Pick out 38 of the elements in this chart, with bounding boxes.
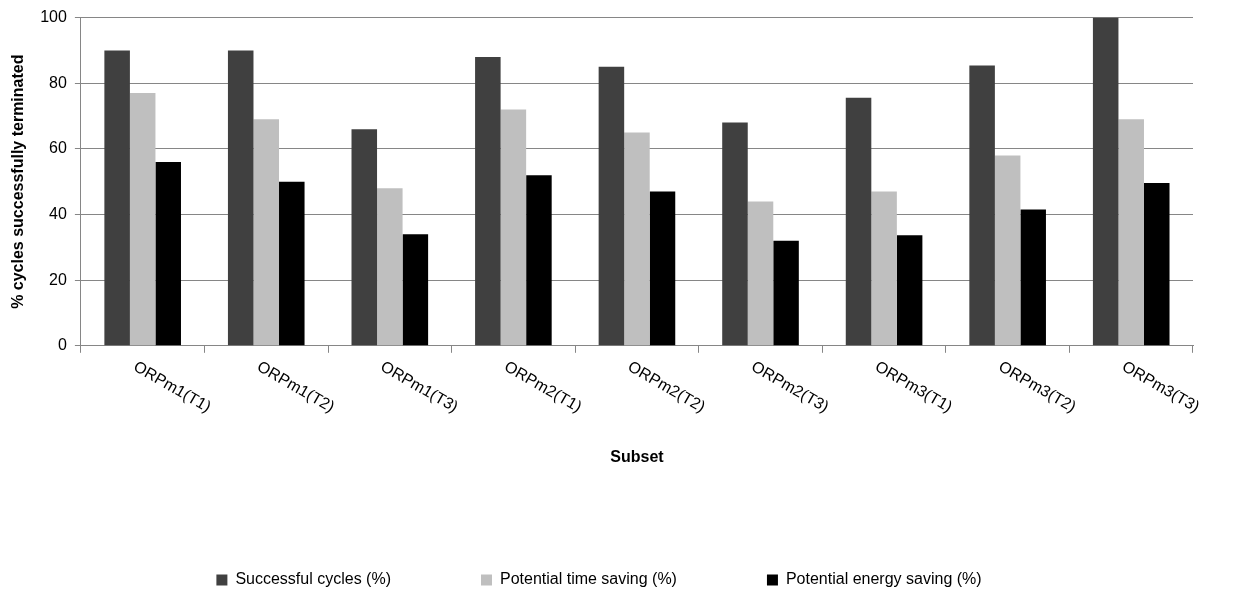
bar	[253, 119, 280, 346]
bar	[1020, 209, 1046, 346]
y-tick-label: 20	[49, 270, 67, 288]
bar	[722, 122, 748, 346]
legend-label: Potential energy saving (%)	[785, 570, 982, 588]
y-tick-label: 0	[57, 336, 67, 354]
y-axis-title: % cycles successfully terminated	[9, 54, 27, 309]
bar	[377, 188, 403, 346]
bar	[1118, 119, 1144, 346]
bar	[129, 93, 156, 346]
bar	[649, 191, 676, 346]
legend-label: Successful cycles (%)	[235, 570, 391, 588]
bar	[747, 201, 774, 346]
bar	[500, 109, 527, 346]
bar	[402, 234, 429, 346]
bar	[598, 66, 625, 346]
bar	[1143, 183, 1170, 346]
x-axis-title: Subset	[610, 447, 665, 465]
bar	[624, 132, 650, 346]
bar	[845, 97, 872, 346]
bar	[969, 65, 995, 346]
bar	[475, 56, 501, 346]
y-tick-label: 40	[49, 204, 67, 222]
bar	[896, 235, 923, 346]
bar	[1092, 17, 1119, 346]
bar	[351, 129, 378, 346]
bar	[871, 191, 897, 346]
bar	[526, 175, 552, 346]
bar	[994, 155, 1021, 346]
bar	[773, 240, 799, 346]
y-tick-label: 100	[40, 8, 67, 26]
y-tick-label: 60	[49, 139, 67, 157]
bar	[155, 162, 181, 346]
bar	[279, 181, 305, 346]
bar	[104, 50, 130, 346]
legend-label: Potential time saving (%)	[499, 570, 677, 588]
bar	[227, 50, 254, 346]
y-tick-label: 80	[49, 73, 67, 91]
